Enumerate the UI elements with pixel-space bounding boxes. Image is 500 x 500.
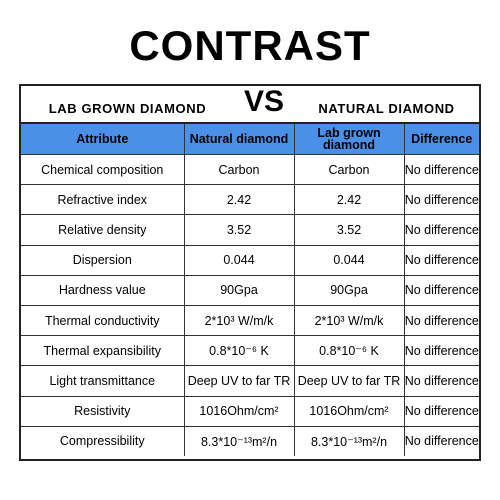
- table-row: Refractive index 2.42 2.42 No difference: [21, 184, 479, 216]
- cell-lab: Deep UV to far TR: [293, 365, 405, 397]
- cell-lab: 0.044: [293, 244, 405, 276]
- cell-difference: No difference: [403, 335, 479, 367]
- banner-right-label: NATURAL DIAMOND: [318, 100, 455, 116]
- cell-attribute: Refractive index: [21, 184, 185, 216]
- cell-attribute: Relative density: [21, 214, 185, 246]
- cell-difference: No difference: [403, 214, 479, 246]
- comparison-table: LAB GROWN DIAMOND VS NATURAL DIAMOND Att…: [19, 84, 481, 461]
- banner-vs-label: VS: [243, 85, 285, 118]
- cell-natural: Deep UV to far TR: [183, 365, 295, 397]
- cell-natural: 0.044: [183, 244, 295, 276]
- cell-lab: 8.3*10⁻¹³m²/n: [293, 425, 405, 456]
- cell-natural: 90Gpa: [183, 274, 295, 306]
- cell-natural: 8.3*10⁻¹³m²/n: [183, 425, 295, 456]
- header-difference: Difference: [403, 124, 479, 155]
- cell-attribute: Chemical composition: [21, 153, 185, 186]
- attribute-grid: Attribute Natural diamond Lab grown diam…: [21, 124, 479, 456]
- cell-natural: 1016Ohm/cm²: [183, 395, 295, 427]
- cell-natural: 0.8*10⁻⁶ K: [183, 335, 295, 367]
- cell-attribute: Thermal conductivity: [21, 304, 185, 337]
- cell-natural: 2*10³ W/m/k: [183, 304, 295, 337]
- cell-lab: 2*10³ W/m/k: [293, 304, 405, 337]
- cell-difference: No difference: [403, 244, 479, 276]
- versus-banner: LAB GROWN DIAMOND VS NATURAL DIAMOND: [21, 85, 479, 124]
- cell-difference: No difference: [403, 425, 479, 456]
- cell-difference: No difference: [403, 395, 479, 427]
- banner-left-label: LAB GROWN DIAMOND: [48, 100, 207, 116]
- cell-difference: No difference: [403, 153, 479, 186]
- table-row: Resistivity 1016Ohm/cm² 1016Ohm/cm² No d…: [21, 395, 479, 427]
- header-lab: Lab grown diamond: [293, 124, 405, 155]
- cell-difference: No difference: [403, 184, 479, 216]
- cell-difference: No difference: [403, 304, 479, 337]
- cell-attribute: Hardness value: [21, 274, 185, 306]
- table-row: Hardness value 90Gpa 90Gpa No difference: [21, 274, 479, 306]
- cell-difference: No difference: [403, 365, 479, 397]
- cell-natural: Carbon: [183, 153, 295, 186]
- cell-attribute: Dispersion: [21, 244, 185, 276]
- table-row: Thermal expansibility 0.8*10⁻⁶ K 0.8*10⁻…: [21, 335, 479, 367]
- cell-attribute: Thermal expansibility: [21, 335, 185, 367]
- cell-attribute: Compressibility: [21, 425, 185, 456]
- cell-attribute: Resistivity: [21, 395, 185, 427]
- cell-lab: 3.52: [293, 214, 405, 246]
- table-row: Compressibility 8.3*10⁻¹³m²/n 8.3*10⁻¹³m…: [21, 425, 479, 456]
- table-row: Relative density 3.52 3.52 No difference: [21, 214, 479, 246]
- cell-difference: No difference: [403, 274, 479, 306]
- header-row: Attribute Natural diamond Lab grown diam…: [21, 124, 479, 155]
- table-row: Thermal conductivity 2*10³ W/m/k 2*10³ W…: [21, 304, 479, 337]
- cell-lab: 0.8*10⁻⁶ K: [293, 335, 405, 367]
- table-row: Dispersion 0.044 0.044 No difference: [21, 244, 479, 276]
- cell-natural: 2.42: [183, 184, 295, 216]
- cell-lab: 2.42: [293, 184, 405, 216]
- cell-lab: 1016Ohm/cm²: [293, 395, 405, 427]
- cell-natural: 3.52: [183, 214, 295, 246]
- table-row: Chemical composition Carbon Carbon No di…: [21, 153, 479, 186]
- cell-attribute: Light transmittance: [21, 365, 185, 397]
- page-title: CONTRAST: [129, 22, 371, 69]
- cell-lab: 90Gpa: [293, 274, 405, 306]
- header-attribute: Attribute: [21, 124, 185, 155]
- header-natural: Natural diamond: [183, 124, 295, 155]
- cell-lab: Carbon: [293, 153, 405, 186]
- table-row: Light transmittance Deep UV to far TR De…: [21, 365, 479, 397]
